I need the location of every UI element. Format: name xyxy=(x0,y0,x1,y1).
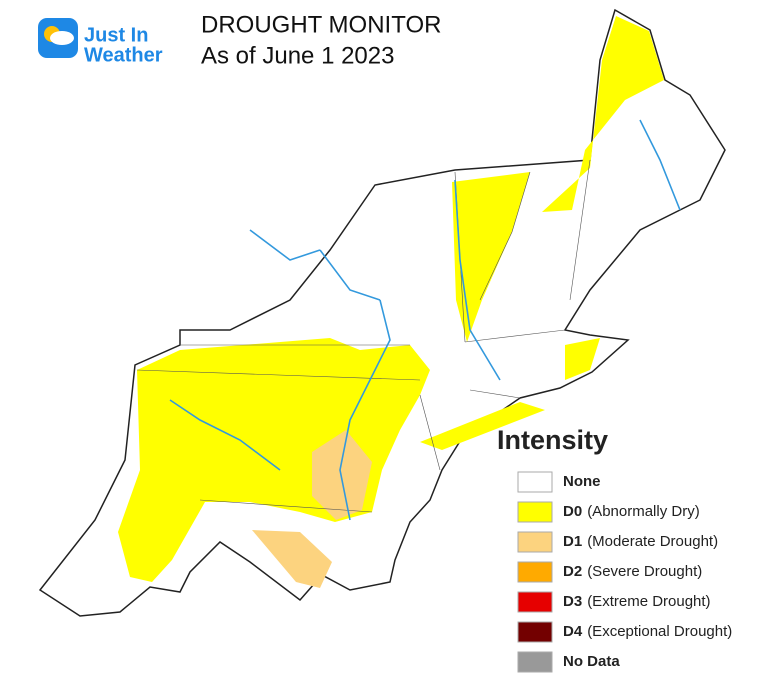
legend-label: D2 (Severe Drought) xyxy=(563,563,702,580)
legend-label: D4 (Exceptional Drought) xyxy=(563,623,732,640)
logo-cloud xyxy=(50,31,74,45)
legend-swatch xyxy=(517,561,553,583)
legend-code: D1 xyxy=(563,533,582,550)
d0-area xyxy=(118,338,430,582)
legend-code: None xyxy=(563,473,601,490)
legend-code: D0 xyxy=(563,503,582,520)
river xyxy=(319,249,381,301)
logo-line1: Just In xyxy=(84,24,148,46)
legend-label: None xyxy=(563,473,601,490)
legend-code: D3 xyxy=(563,593,582,610)
d0-area xyxy=(565,338,600,380)
legend-swatch xyxy=(517,501,553,523)
legend-label: D1 (Moderate Drought) xyxy=(563,533,718,550)
legend-description: (Moderate Drought) xyxy=(587,533,718,550)
legend-label: No Data xyxy=(563,653,620,670)
map-title: DROUGHT MONITOR xyxy=(201,11,441,38)
legend-swatch xyxy=(517,591,553,613)
map-subtitle: As of June 1 2023 xyxy=(201,42,394,69)
legend-swatch xyxy=(517,531,553,553)
legend-label: D0 (Abnormally Dry) xyxy=(563,503,700,520)
d0-area xyxy=(452,172,530,342)
river xyxy=(339,299,391,521)
river xyxy=(249,229,321,261)
logo: Just In Weather xyxy=(38,18,163,66)
legend-code: No Data xyxy=(563,653,620,670)
legend-code: D4 xyxy=(563,623,583,640)
river xyxy=(639,119,681,211)
legend-swatch xyxy=(517,621,553,643)
legend-title: Intensity xyxy=(497,425,608,455)
d1-area xyxy=(252,530,332,588)
d0-area xyxy=(420,402,545,450)
legend-swatch xyxy=(517,471,553,493)
legend-description: (Exceptional Drought) xyxy=(587,623,732,640)
river xyxy=(454,179,501,381)
legend-label: D3 (Extreme Drought) xyxy=(563,593,711,610)
river xyxy=(169,399,281,471)
d0-area xyxy=(542,16,664,212)
logo-line2: Weather xyxy=(84,44,163,66)
legend-description: (Severe Drought) xyxy=(587,563,702,580)
legend-description: (Abnormally Dry) xyxy=(587,503,700,520)
legend-swatch xyxy=(517,651,553,673)
legend-code: D2 xyxy=(563,563,582,580)
d1-area xyxy=(312,430,372,520)
legend: None D0 (Abnormally Dry) D1 (Moderate Drough… xyxy=(517,471,732,673)
legend-description: (Extreme Drought) xyxy=(587,593,710,610)
